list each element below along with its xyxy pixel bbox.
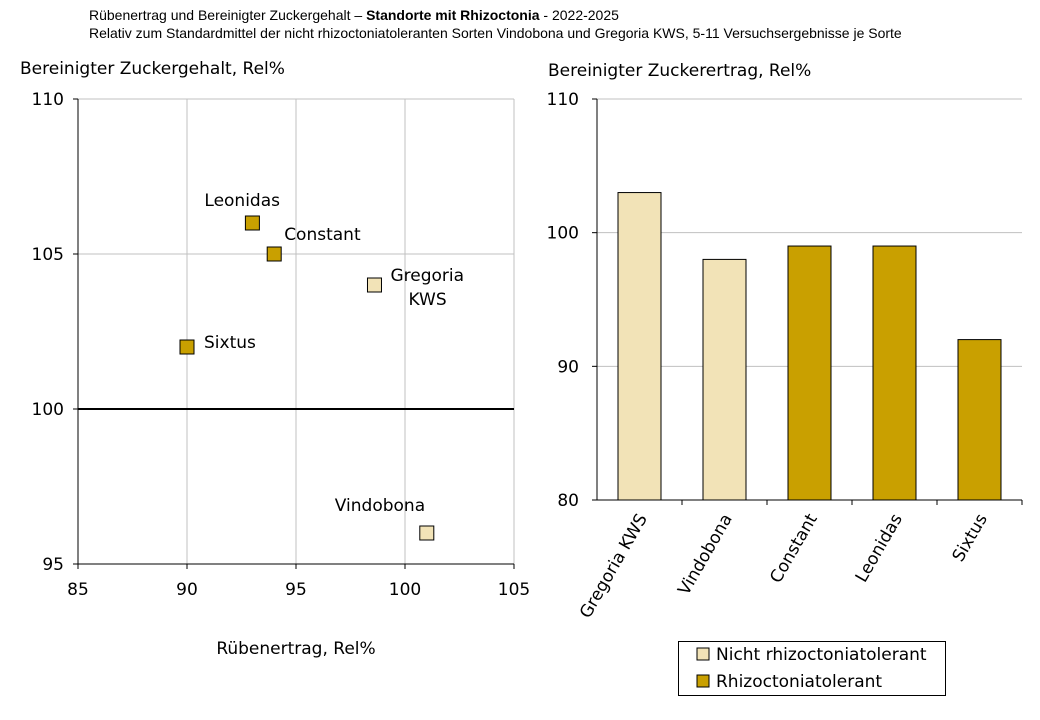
- bar: [617, 192, 662, 501]
- bar: [702, 258, 747, 501]
- legend: [678, 641, 946, 696]
- legend-label: Rhizoctoniatolerant: [716, 672, 882, 692]
- data-point: [244, 215, 260, 231]
- x-tick-label: 90: [176, 580, 198, 600]
- y-tick-label: 80: [557, 491, 579, 511]
- x-tick-label: Leonidas: [852, 510, 907, 586]
- y-tick-label: 105: [32, 245, 64, 265]
- point-label: KWS: [408, 290, 446, 310]
- y-tick-label: 100: [547, 224, 579, 244]
- y-tick-label: 90: [557, 357, 579, 377]
- x-tick-label: Sixtus: [949, 510, 992, 565]
- x-tick-label: 100: [389, 580, 421, 600]
- bar: [957, 339, 1002, 501]
- data-point: [266, 246, 282, 262]
- chart-title: Rübenertrag und Bereinigter Zuckergehalt…: [89, 7, 619, 23]
- y-tick-label: 100: [32, 400, 64, 420]
- x-axis-label: Rübenertrag, Rel%: [216, 639, 375, 659]
- title-years: - 2022-2025: [539, 7, 619, 23]
- legend-swatch: [696, 647, 710, 661]
- point-label: Sixtus: [204, 333, 256, 353]
- y-tick-label: 95: [42, 555, 64, 575]
- legend-swatch: [696, 674, 710, 688]
- data-point: [179, 339, 195, 355]
- point-label: Gregoria: [390, 266, 464, 286]
- point-label: Vindobona: [335, 496, 425, 516]
- bar: [787, 245, 832, 501]
- point-label: Constant: [284, 225, 361, 245]
- x-tick-label: Gregoria KWS: [576, 511, 652, 622]
- chart-subtitle: Relativ zum Standardmittel der nicht rhi…: [89, 25, 902, 41]
- y-tick-label: 110: [547, 90, 579, 110]
- legend-label: Nicht rhizoctoniatolerant: [716, 645, 927, 665]
- bar: [872, 245, 917, 501]
- y-axis-label: Bereinigter Zuckerertrag, Rel%: [548, 61, 811, 81]
- x-tick-label: Vindobona: [674, 511, 736, 599]
- data-point: [366, 277, 382, 293]
- title-bold: Standorte mit Rhizoctonia: [366, 7, 540, 23]
- point-label: Leonidas: [204, 191, 280, 211]
- x-tick-label: 85: [67, 580, 89, 600]
- y-tick-label: 110: [32, 90, 64, 110]
- y-axis-label: Bereinigter Zuckergehalt, Rel%: [20, 59, 285, 79]
- x-tick-label: Constant: [766, 510, 822, 586]
- x-tick-label: 95: [285, 580, 307, 600]
- title-part: Rübenertrag und Bereinigter Zuckergehalt…: [89, 7, 367, 23]
- x-tick-label: 105: [498, 580, 530, 600]
- data-point: [419, 525, 435, 541]
